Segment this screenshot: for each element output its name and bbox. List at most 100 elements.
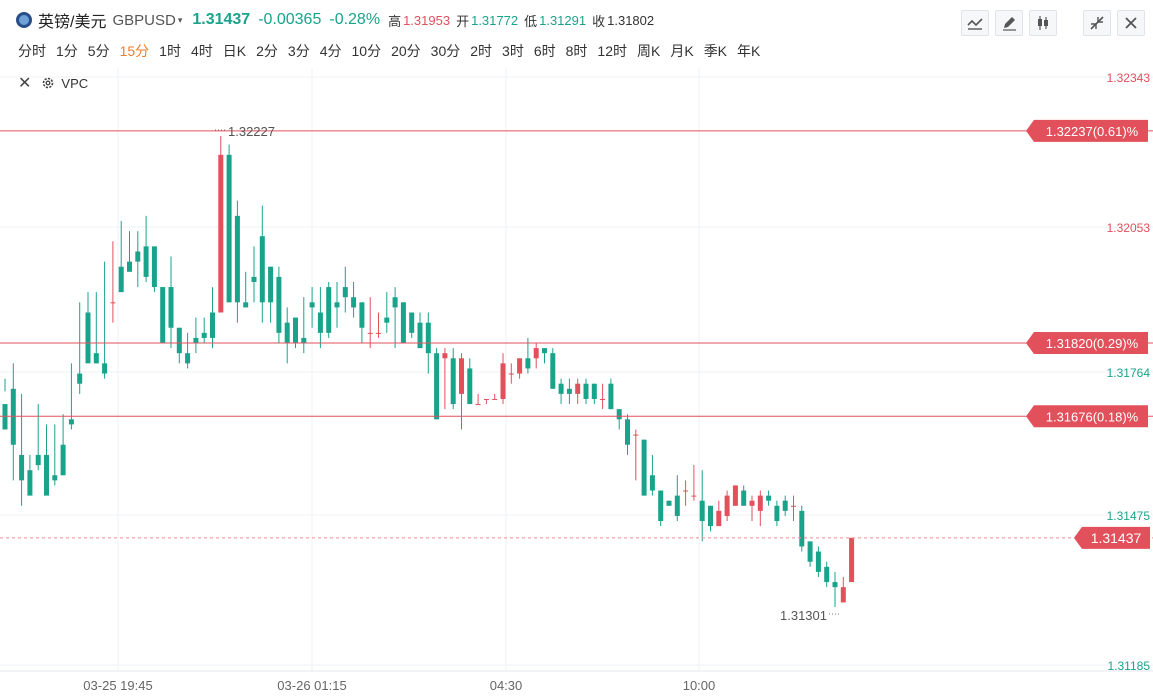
last-price-label: 1.31437 <box>1091 530 1142 546</box>
candle-body <box>185 353 191 364</box>
interval-selector: 分时 1分 5分 15分 1时 4时 日K 2分 3分 4分 10分 20分 30分 2时 3时 6时 8时 12… <box>18 41 770 61</box>
price-level-badge <box>1026 119 1148 142</box>
candle-body <box>459 358 464 394</box>
interval-14[interactable]: 3时 <box>502 43 524 59</box>
candle-body <box>143 246 149 277</box>
candle-body <box>367 332 373 334</box>
interval-21[interactable]: 年K <box>737 43 761 59</box>
candle-body <box>508 373 514 375</box>
candle-body <box>44 454 49 496</box>
candle-body <box>641 439 647 496</box>
candle-body <box>201 332 207 338</box>
currency-logo-icon <box>16 12 32 28</box>
candle-body <box>19 454 25 481</box>
candle-body <box>400 302 406 344</box>
candle-body <box>674 495 680 516</box>
price-level-label: 1.32237(0.61)% <box>1046 124 1139 139</box>
y-tick-label: 1.31185 <box>1108 659 1151 673</box>
interval-3[interactable]: 15分 <box>119 43 150 59</box>
interval-5[interactable]: 4时 <box>190 43 213 59</box>
candle-body <box>608 383 614 410</box>
close-icon <box>1125 17 1137 29</box>
candlestick-chart[interactable]: 1.32343 1.32053 1.31764 1.31475 1.31185 03-25… <box>0 68 1153 699</box>
interval-6[interactable]: 日K <box>222 43 247 59</box>
candle-body <box>649 475 655 491</box>
interval-8[interactable]: 3分 <box>287 43 310 59</box>
candle-body <box>815 551 821 572</box>
candle-body <box>68 419 74 425</box>
open-value: 1.31772 <box>471 12 519 28</box>
candle-body <box>782 500 788 511</box>
candle-body <box>326 287 332 333</box>
last-price: 1.31437 <box>192 11 251 28</box>
price-level-label: 1.31676(0.18)% <box>1046 409 1139 424</box>
interval-17[interactable]: 12时 <box>597 43 627 59</box>
candle-body <box>774 505 780 522</box>
candle-body <box>741 490 747 506</box>
candle-body <box>77 373 83 384</box>
candle-body <box>417 322 423 349</box>
candle-body <box>359 302 365 328</box>
interval-0[interactable]: 分时 <box>18 43 46 59</box>
candle-body <box>102 363 108 374</box>
interval-7[interactable]: 2分 <box>256 43 278 59</box>
candle-body <box>566 388 572 394</box>
candle-body <box>708 505 713 527</box>
interval-20[interactable]: 季K <box>703 43 728 59</box>
chart-type-button[interactable] <box>1029 10 1057 36</box>
candle-body <box>110 302 116 304</box>
candle-body <box>10 388 16 445</box>
candle-body <box>467 368 473 405</box>
interval-15[interactable]: 6时 <box>533 43 556 59</box>
interval-2[interactable]: 5分 <box>87 43 110 59</box>
candle-body <box>799 510 805 547</box>
symbol-code[interactable]: GBPUSD <box>112 11 176 29</box>
line-tool-button[interactable] <box>961 10 989 36</box>
candle-body <box>475 404 481 406</box>
interval-12[interactable]: 30分 <box>430 43 461 59</box>
gear-icon[interactable] <box>41 76 55 90</box>
candle-body <box>251 276 257 282</box>
last-price-badge <box>1074 526 1150 549</box>
draw-button[interactable] <box>995 10 1023 36</box>
interval-1[interactable]: 1分 <box>56 43 78 59</box>
interval-4[interactable]: 1时 <box>159 43 181 59</box>
interval-13[interactable]: 2时 <box>470 43 493 59</box>
candle-body <box>342 287 348 298</box>
candle-body <box>533 348 539 359</box>
close-chart-button[interactable] <box>1117 10 1145 36</box>
remove-indicator-icon[interactable]: ✕ <box>18 75 32 92</box>
candle-body <box>542 348 547 354</box>
candle-body <box>284 322 290 344</box>
interval-19[interactable]: 月K <box>670 43 694 59</box>
interval-10[interactable]: 10分 <box>351 43 382 59</box>
candle-body <box>52 475 58 481</box>
candle-body <box>450 358 456 405</box>
interval-18[interactable]: 周K <box>637 43 661 59</box>
candle-body <box>666 500 672 506</box>
candle-body <box>757 495 763 511</box>
x-tick-label: 10:00 <box>683 678 716 693</box>
candle-body <box>151 246 157 288</box>
y-tick-label: 1.31764 <box>1107 366 1151 380</box>
candle-body <box>434 353 440 420</box>
candle-body <box>60 444 66 476</box>
price-level-badge <box>1026 332 1148 355</box>
candle-body <box>135 251 141 262</box>
candle-body <box>749 500 755 506</box>
collapse-button[interactable] <box>1083 10 1111 36</box>
symbol-dropdown-icon[interactable]: ▾ <box>177 14 183 25</box>
candle-body <box>550 353 556 389</box>
candle-body <box>259 236 265 303</box>
candle-body <box>525 358 531 369</box>
interval-16[interactable]: 8时 <box>565 43 588 59</box>
candle-body <box>517 358 523 374</box>
candle-body <box>442 353 448 359</box>
symbol-name[interactable]: 英镑/美元 <box>38 14 107 31</box>
low-value: 1.31291 <box>539 12 587 28</box>
pencil-icon <box>1003 17 1016 31</box>
candle-body <box>716 510 722 527</box>
interval-11[interactable]: 20分 <box>391 43 421 59</box>
interval-9[interactable]: 4分 <box>319 43 342 59</box>
candle-body <box>309 302 315 308</box>
